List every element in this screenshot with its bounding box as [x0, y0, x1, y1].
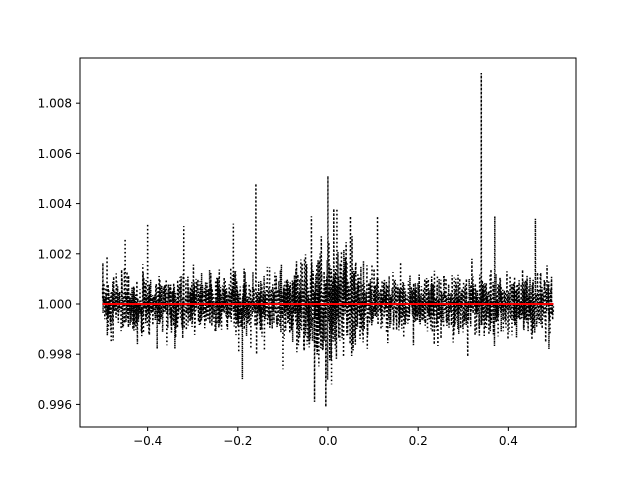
x-tick-label: 0.2 — [409, 434, 428, 448]
y-tick-label: 1.006 — [38, 147, 72, 161]
y-tick-label: 1.002 — [38, 247, 72, 261]
y-tick-label: 1.000 — [38, 298, 72, 312]
data-layer — [101, 73, 555, 407]
x-tick-label: −0.4 — [133, 434, 162, 448]
series-dotted-line — [101, 73, 555, 407]
y-tick-label: 0.996 — [38, 398, 72, 412]
y-tick-label: 1.008 — [38, 97, 72, 111]
axes-layer: −0.4 −0.2 0.0 0.2 0.4 0.996 0.998 1.000 1.002 1.0… — [38, 57, 577, 448]
x-tick-label: 0.0 — [318, 434, 337, 448]
x-tick-label: −0.2 — [223, 434, 252, 448]
y-tick-label: 1.004 — [38, 197, 72, 211]
y-tick-label: 0.998 — [38, 348, 72, 362]
x-tick-label: 0.4 — [499, 434, 518, 448]
plot-area — [101, 73, 555, 407]
